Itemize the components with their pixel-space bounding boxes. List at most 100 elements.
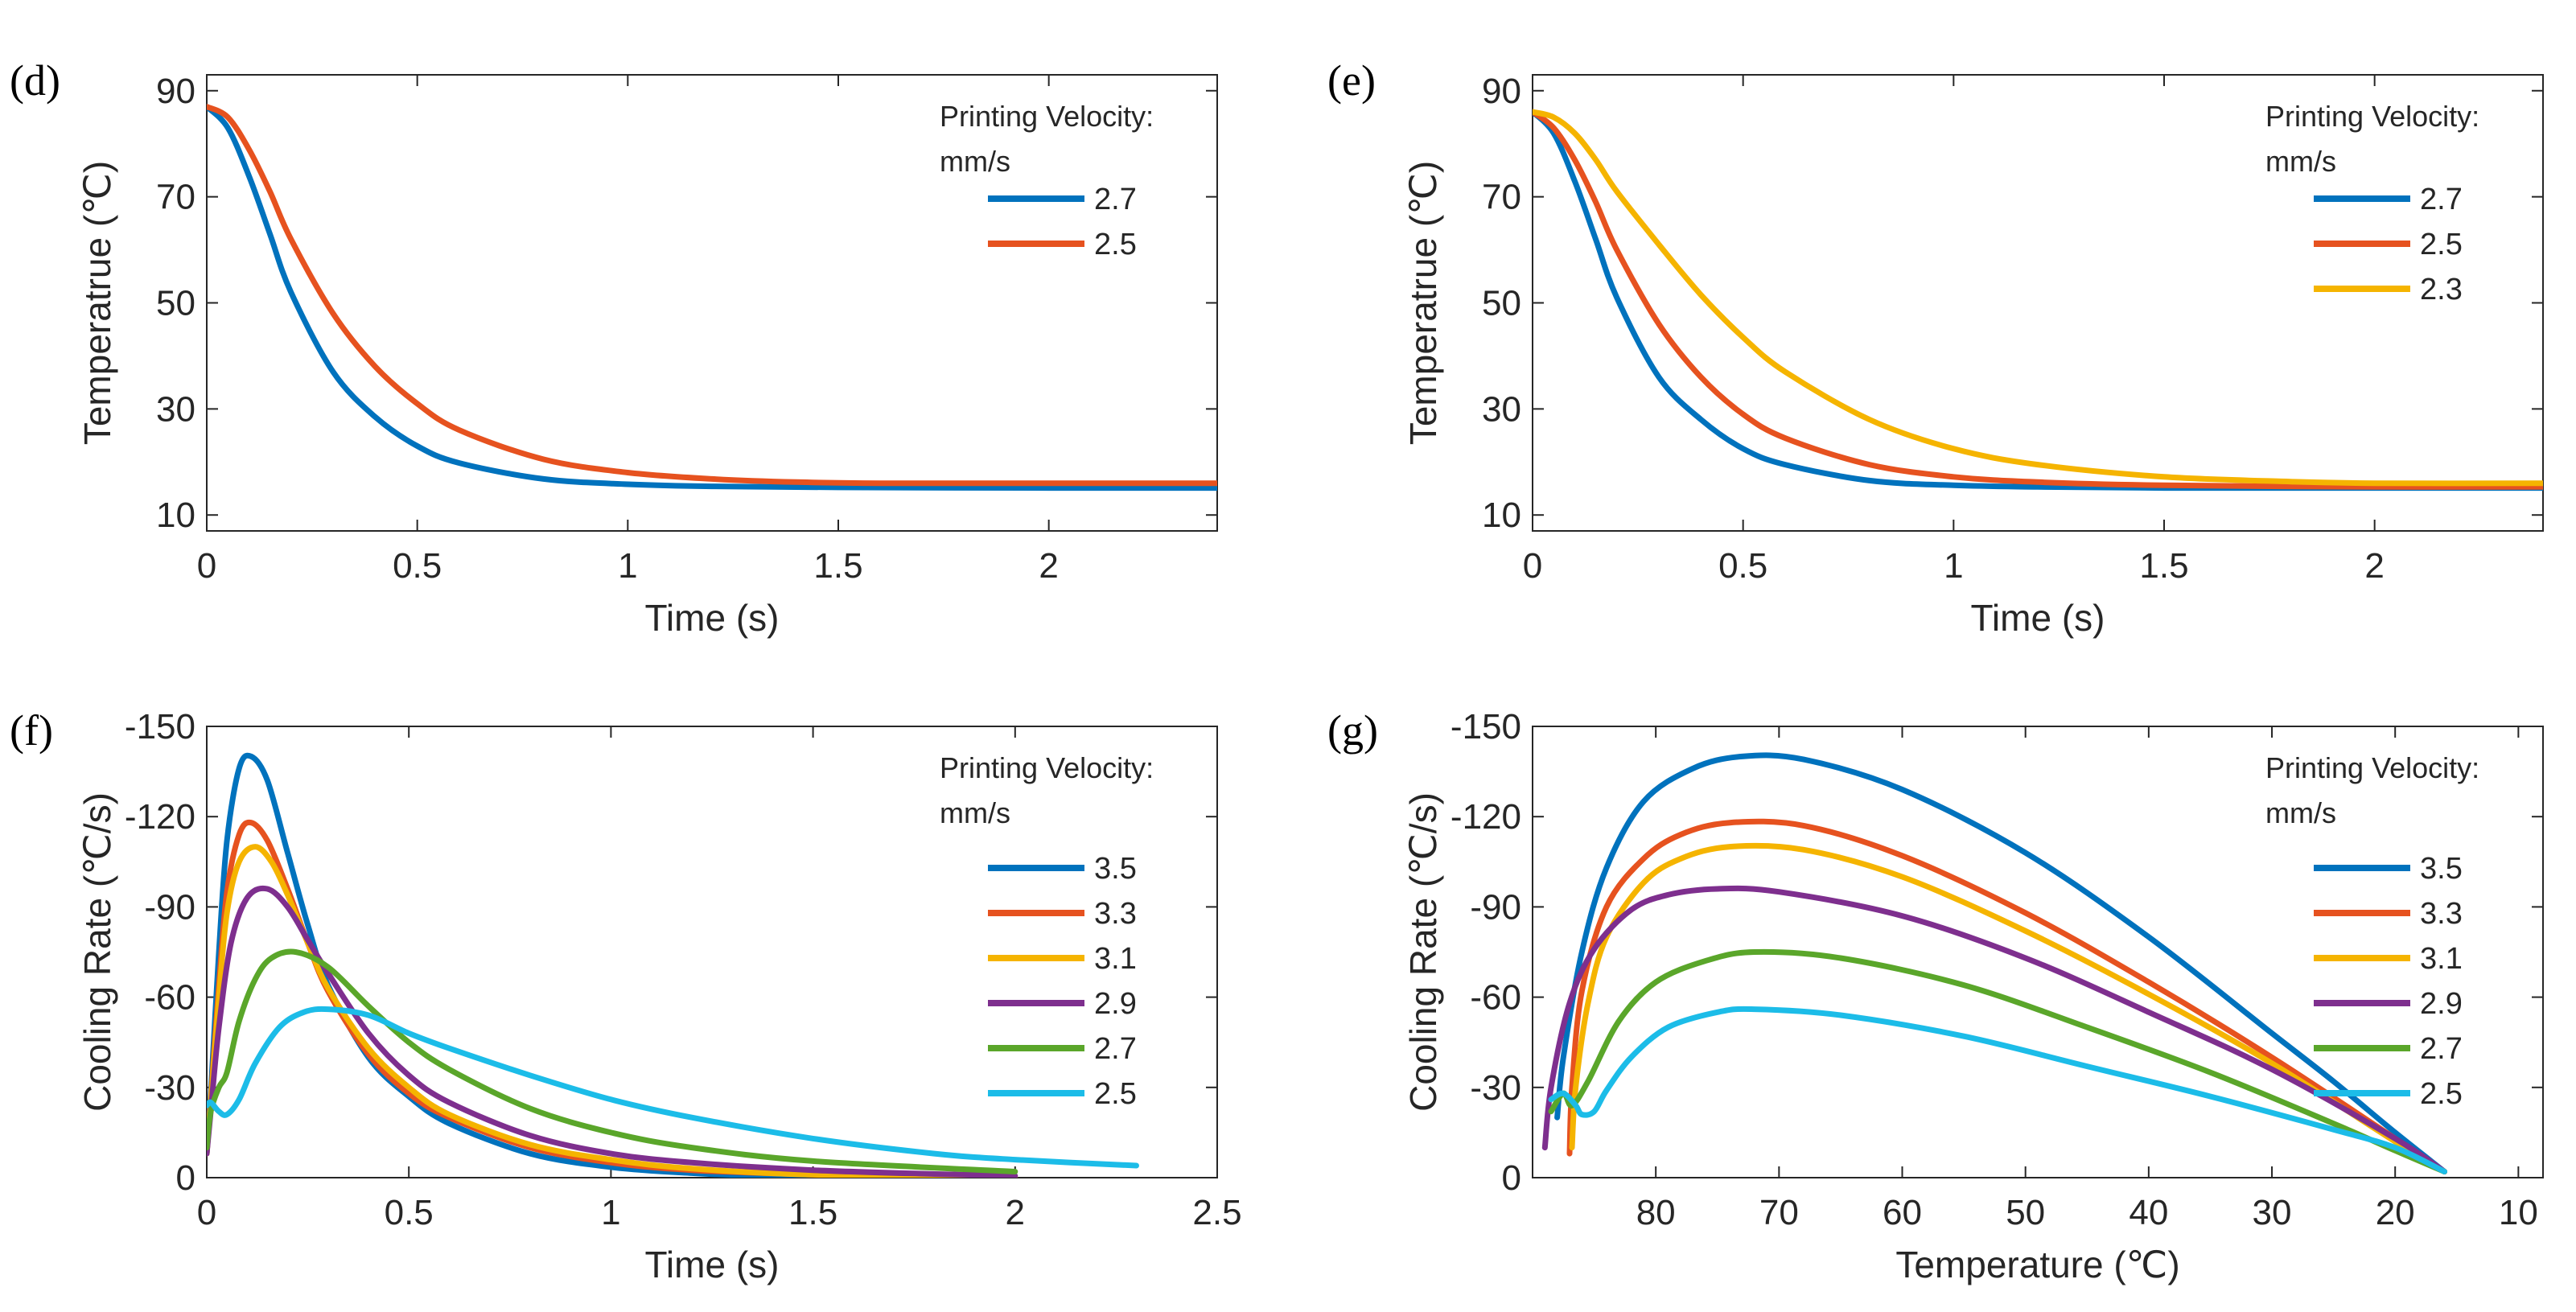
series-line-2-5 bbox=[207, 1006, 1139, 1169]
legend-title: Printing Velocity: bbox=[940, 100, 1154, 133]
x-tick-label: 1 bbox=[1944, 546, 1963, 586]
legend-label: 2.9 bbox=[1094, 987, 1137, 1021]
legend-subtitle: mm/s bbox=[2265, 796, 2336, 829]
legend-label: 2.5 bbox=[2420, 228, 2463, 261]
y-axis-label: Cooling Rate (℃/s) bbox=[1402, 792, 1444, 1112]
series-line-2-7 bbox=[1548, 948, 2447, 1174]
legend-label: 3.5 bbox=[1094, 852, 1137, 886]
x-axis-label: Time (s) bbox=[1971, 597, 2105, 639]
y-tick-label: -90 bbox=[144, 887, 195, 927]
y-tick-label: 10 bbox=[1482, 496, 1521, 535]
y-tick-label: -150 bbox=[125, 707, 195, 746]
legend-title: Printing Velocity: bbox=[2265, 100, 2479, 133]
legend-label: 2.5 bbox=[1094, 228, 1137, 261]
series-line-2-3 bbox=[1533, 109, 2543, 487]
x-tick-label: 2 bbox=[1006, 1193, 1025, 1232]
x-tick-label: 80 bbox=[1636, 1193, 1676, 1232]
plot-frame bbox=[1532, 74, 2544, 532]
y-tick-label: 70 bbox=[1482, 178, 1521, 217]
legend-label: 2.3 bbox=[2420, 273, 2463, 306]
y-tick-label: 30 bbox=[1482, 389, 1521, 429]
x-tick-label: 60 bbox=[1883, 1193, 1922, 1232]
x-tick-label: 0 bbox=[1523, 546, 1542, 586]
y-tick-label: 50 bbox=[1482, 284, 1521, 323]
x-tick-label: 1 bbox=[618, 546, 637, 586]
chart-panel-e: (e) 0 0.5 1 1.5 2 10 30 50 70 90 Time (s) Temperatru… bbox=[1327, 56, 2544, 639]
x-tick-label: 70 bbox=[1759, 1193, 1799, 1232]
y-tick-label: -150 bbox=[1451, 707, 1521, 746]
series-line-3-5 bbox=[1554, 752, 2447, 1174]
y-tick-label: -120 bbox=[1451, 797, 1521, 837]
series-group bbox=[1533, 109, 2543, 491]
x-tick-label: 1 bbox=[601, 1193, 620, 1232]
y-tick-label: -90 bbox=[1470, 887, 1521, 927]
y-tick-label: 0 bbox=[176, 1158, 195, 1198]
series-line-2-9 bbox=[1541, 885, 2447, 1174]
legend-label: 3.3 bbox=[2420, 897, 2463, 931]
chart-panel-d: (d) 0 0.5 1 1.5 2 10 30 50 70 90 Time (s) Temperatru… bbox=[10, 56, 1218, 639]
legend-label: 2.5 bbox=[1094, 1077, 1137, 1111]
x-tick-label: 40 bbox=[2129, 1193, 2168, 1232]
series-line-2-5 bbox=[1548, 1006, 2447, 1174]
x-tick-label: 2 bbox=[1039, 546, 1058, 586]
x-tick-label: 30 bbox=[2253, 1193, 2292, 1232]
legend-title: Printing Velocity: bbox=[940, 751, 1154, 784]
x-tick-label: 1.5 bbox=[788, 1193, 837, 1232]
x-tick-label: 2 bbox=[2364, 546, 2384, 586]
legend-subtitle: mm/s bbox=[940, 796, 1010, 829]
y-tick-label: 50 bbox=[156, 284, 195, 323]
legend-subtitle: mm/s bbox=[2265, 145, 2336, 178]
series-line-2-5 bbox=[1533, 109, 2543, 490]
y-tick-label: 30 bbox=[156, 389, 195, 429]
panel-label: (d) bbox=[10, 56, 60, 105]
series-line-2-9 bbox=[207, 885, 1018, 1178]
x-tick-label: 50 bbox=[2006, 1193, 2045, 1232]
series-line-2-7 bbox=[207, 104, 1217, 491]
y-tick-label: -60 bbox=[1470, 978, 1521, 1018]
x-tick-label: 0 bbox=[197, 1193, 216, 1232]
legend-subtitle: mm/s bbox=[940, 145, 1010, 178]
series-line-3-1 bbox=[1569, 842, 2447, 1174]
x-tick-label: 1.5 bbox=[813, 546, 862, 586]
x-tick-label: 2.5 bbox=[1192, 1193, 1241, 1232]
y-tick-label: 70 bbox=[156, 178, 195, 217]
legend-label: 2.9 bbox=[2420, 987, 2463, 1021]
series-line-2-7 bbox=[207, 948, 1018, 1174]
series-line-3-3 bbox=[1566, 818, 2447, 1174]
chart-panel-g: (g) 80 70 60 50 40 30 20 10 0 -30 -60 -90 -120 -150 Tem… bbox=[1327, 706, 2544, 1285]
y-axis-label: Cooling Rate (℃/s) bbox=[76, 792, 118, 1112]
legend-label: 3.1 bbox=[1094, 942, 1137, 976]
x-tick-label: 10 bbox=[2499, 1193, 2538, 1232]
x-tick-label: 0 bbox=[197, 546, 216, 586]
x-tick-label: 0.5 bbox=[385, 1193, 434, 1232]
series-group bbox=[207, 752, 1139, 1178]
plot-frame bbox=[1532, 726, 2544, 1178]
legend-label: 2.7 bbox=[1094, 1032, 1137, 1066]
x-axis-label: Time (s) bbox=[645, 597, 780, 639]
panel-label: (g) bbox=[1327, 706, 1378, 755]
x-tick-label: 1.5 bbox=[2139, 546, 2188, 586]
panel-label: (f) bbox=[10, 706, 53, 755]
y-axis-label: Temperatrue (℃) bbox=[1402, 161, 1444, 445]
y-tick-label: 0 bbox=[1502, 1158, 1521, 1198]
legend-label: 2.7 bbox=[2420, 183, 2463, 216]
legend-label: 3.3 bbox=[1094, 897, 1137, 931]
series-group bbox=[207, 104, 1217, 491]
y-axis-label: Temperatrue (℃) bbox=[76, 161, 118, 445]
y-tick-label: -30 bbox=[1470, 1068, 1521, 1108]
panel-label: (e) bbox=[1327, 56, 1376, 105]
legend-label: 2.7 bbox=[1094, 183, 1137, 216]
series-line-2-5 bbox=[207, 104, 1217, 487]
y-tick-label: 10 bbox=[156, 496, 195, 535]
legend-label: 3.5 bbox=[2420, 852, 2463, 886]
x-axis-label: Time (s) bbox=[645, 1244, 780, 1285]
legend-label: 3.1 bbox=[2420, 942, 2463, 976]
y-tick-label: 90 bbox=[1482, 72, 1521, 111]
x-tick-label: 20 bbox=[2376, 1193, 2415, 1232]
y-tick-label: -60 bbox=[144, 978, 195, 1018]
legend-label: 2.7 bbox=[2420, 1032, 2463, 1066]
series-line-3-1 bbox=[207, 844, 1018, 1178]
plot-frame bbox=[206, 74, 1218, 532]
plot-frame bbox=[206, 726, 1218, 1178]
